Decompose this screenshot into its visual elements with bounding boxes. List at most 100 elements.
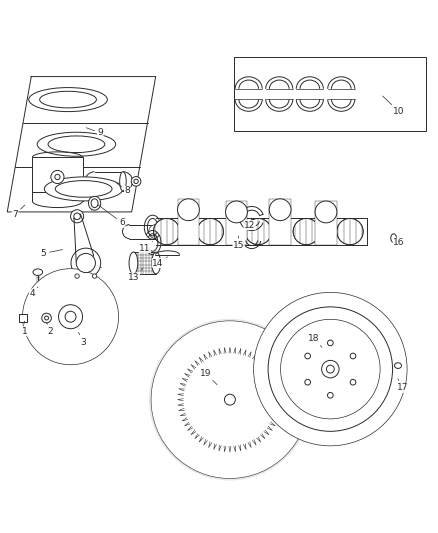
Text: 7: 7 (12, 205, 25, 219)
Ellipse shape (188, 358, 272, 441)
Text: 10: 10 (382, 96, 405, 116)
Ellipse shape (245, 219, 272, 245)
Ellipse shape (131, 176, 141, 186)
Ellipse shape (350, 379, 356, 385)
Ellipse shape (226, 201, 247, 223)
Ellipse shape (149, 224, 162, 239)
Text: 19: 19 (200, 369, 217, 385)
Polygon shape (7, 77, 155, 212)
Text: 13: 13 (128, 269, 143, 282)
Ellipse shape (305, 353, 311, 359)
Text: 5: 5 (41, 249, 63, 258)
Ellipse shape (321, 360, 339, 378)
Ellipse shape (33, 269, 42, 276)
Text: 8: 8 (117, 183, 130, 196)
Ellipse shape (289, 328, 372, 410)
Text: 17: 17 (397, 379, 408, 392)
Ellipse shape (22, 269, 119, 365)
Ellipse shape (337, 219, 363, 245)
Ellipse shape (26, 272, 115, 361)
Ellipse shape (51, 171, 64, 183)
Ellipse shape (197, 219, 223, 245)
Ellipse shape (293, 219, 319, 245)
Ellipse shape (29, 87, 107, 111)
Ellipse shape (342, 223, 358, 240)
Ellipse shape (65, 311, 76, 322)
Ellipse shape (42, 313, 51, 323)
Ellipse shape (55, 181, 112, 197)
Ellipse shape (153, 219, 180, 245)
Ellipse shape (71, 248, 101, 278)
Text: 15: 15 (233, 236, 244, 251)
Ellipse shape (45, 316, 49, 320)
Ellipse shape (48, 136, 105, 152)
Ellipse shape (395, 363, 402, 368)
Text: 18: 18 (308, 334, 322, 348)
Text: 16: 16 (393, 238, 405, 247)
Ellipse shape (37, 132, 116, 156)
Ellipse shape (88, 196, 101, 210)
Ellipse shape (293, 219, 319, 245)
Text: 3: 3 (78, 332, 87, 346)
Ellipse shape (42, 288, 99, 345)
Ellipse shape (280, 319, 381, 419)
Ellipse shape (269, 199, 291, 221)
Ellipse shape (71, 210, 84, 223)
Ellipse shape (328, 392, 333, 398)
Ellipse shape (44, 177, 123, 201)
Bar (226, 201, 247, 245)
Text: 2: 2 (46, 322, 53, 336)
Ellipse shape (326, 365, 334, 373)
Text: 9: 9 (86, 128, 103, 138)
Bar (134, 252, 156, 274)
Ellipse shape (298, 223, 315, 240)
Text: 11: 11 (139, 241, 152, 253)
Ellipse shape (38, 284, 103, 350)
Ellipse shape (151, 321, 309, 479)
Text: 4: 4 (29, 287, 38, 298)
Text: 1: 1 (22, 321, 28, 336)
Ellipse shape (149, 319, 311, 481)
Ellipse shape (315, 201, 337, 223)
Text: 12: 12 (244, 219, 255, 230)
Ellipse shape (305, 379, 311, 385)
Ellipse shape (350, 353, 356, 359)
Ellipse shape (153, 219, 180, 245)
Bar (32, 157, 82, 192)
Ellipse shape (152, 252, 160, 274)
Ellipse shape (40, 91, 96, 108)
Ellipse shape (224, 394, 235, 405)
Ellipse shape (177, 199, 199, 221)
Bar (177, 199, 199, 245)
Polygon shape (74, 214, 94, 262)
Ellipse shape (245, 219, 272, 245)
Ellipse shape (91, 199, 98, 207)
Ellipse shape (254, 293, 407, 446)
Ellipse shape (120, 172, 126, 191)
Ellipse shape (202, 223, 219, 240)
Ellipse shape (328, 340, 333, 346)
Text: 6: 6 (98, 205, 125, 228)
Ellipse shape (134, 179, 138, 183)
Text: 14: 14 (152, 257, 167, 268)
Bar (315, 201, 337, 245)
Ellipse shape (76, 253, 95, 272)
Ellipse shape (92, 274, 97, 278)
Ellipse shape (250, 223, 267, 240)
Ellipse shape (34, 280, 107, 353)
Ellipse shape (281, 319, 380, 419)
Bar (269, 199, 291, 245)
Ellipse shape (180, 350, 280, 450)
Ellipse shape (30, 277, 111, 357)
Ellipse shape (74, 213, 81, 220)
Ellipse shape (55, 174, 60, 180)
Bar (234, 57, 426, 131)
Ellipse shape (32, 279, 109, 355)
Ellipse shape (38, 285, 103, 349)
Ellipse shape (158, 223, 175, 240)
Ellipse shape (129, 252, 138, 274)
Ellipse shape (197, 219, 223, 245)
Ellipse shape (268, 307, 392, 431)
Bar (19, 313, 27, 321)
Ellipse shape (59, 305, 82, 329)
